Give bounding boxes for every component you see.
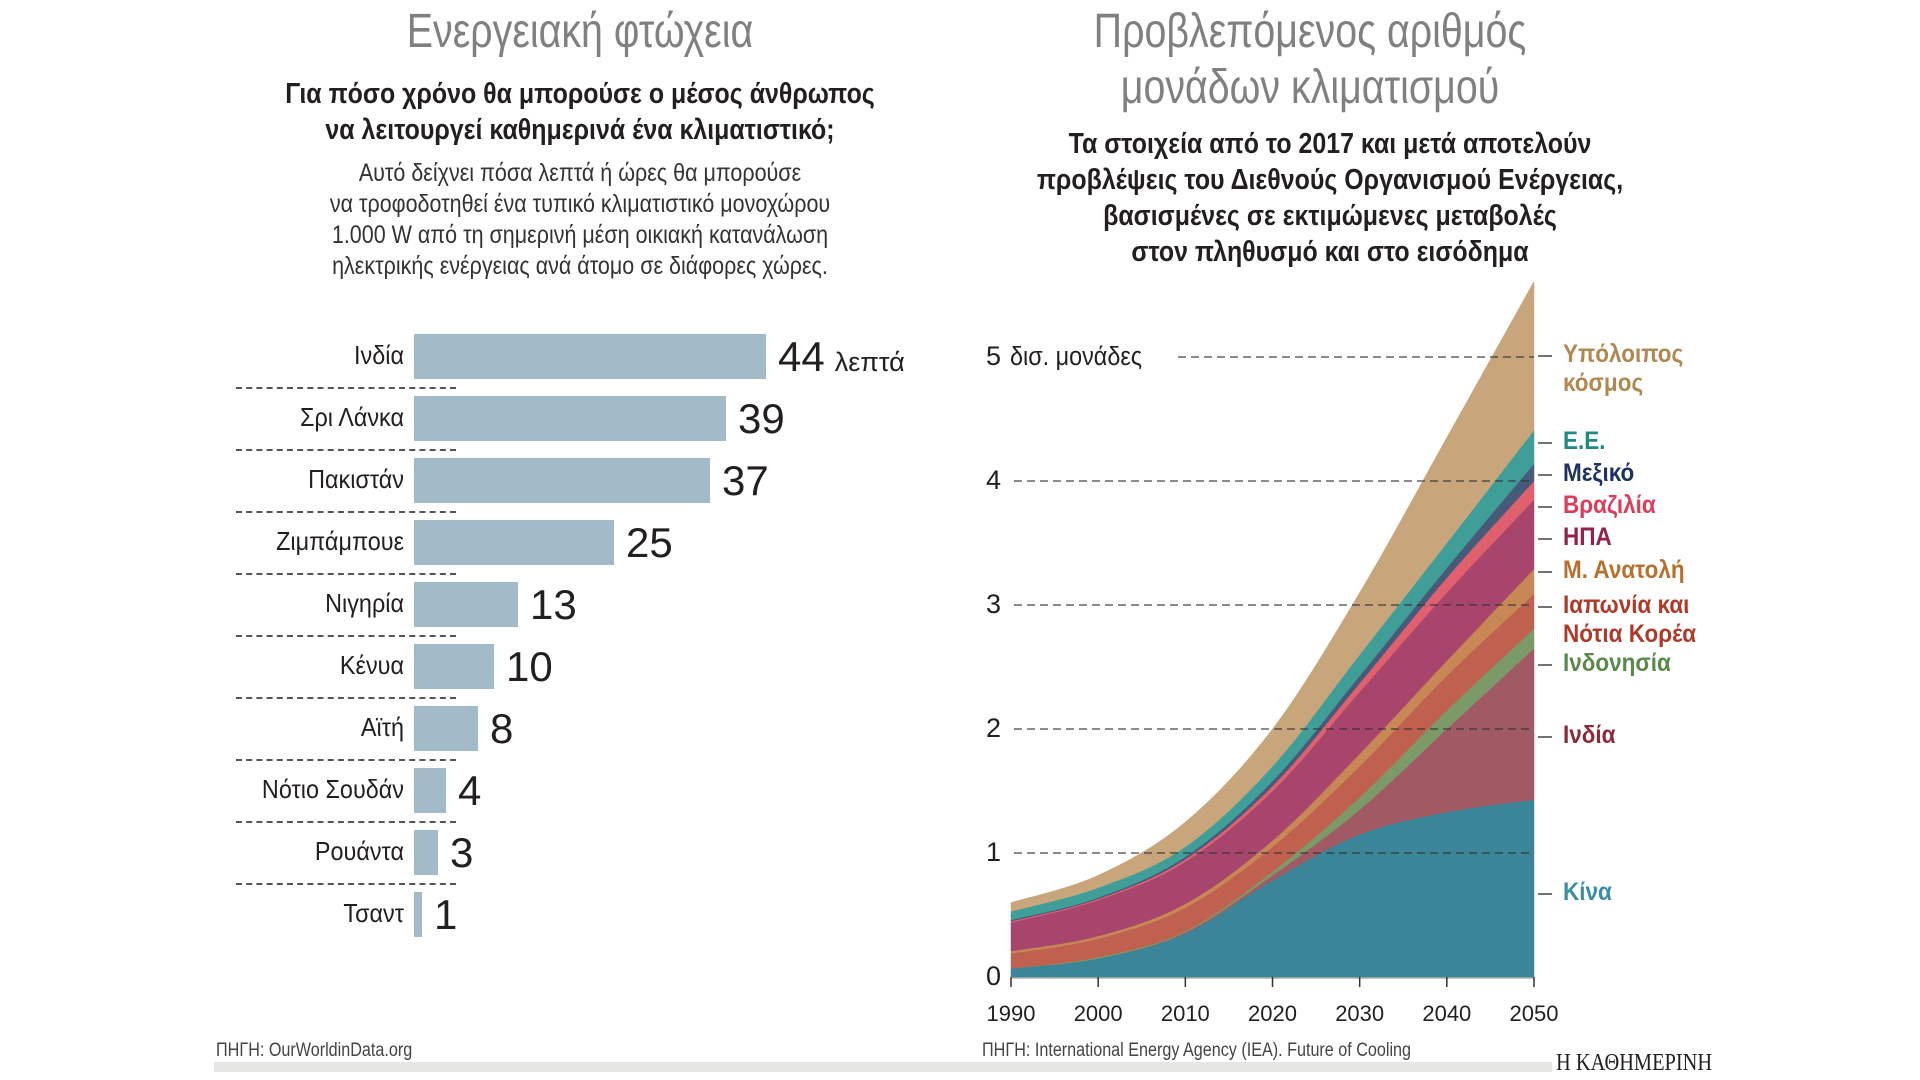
bar xyxy=(414,768,446,813)
bar-category-label: Νιγηρία xyxy=(325,588,404,618)
legend-label: ΗΠΑ xyxy=(1563,523,1612,551)
left-subtitle-line: να λειτουργεί καθημερινά ένα κλιματιστικ… xyxy=(325,114,835,146)
bar-category-label: Κένυα xyxy=(339,650,404,680)
y-tick-label: 4 xyxy=(986,465,1001,495)
y-tick-label: 5 xyxy=(986,341,1001,371)
left-title: Ενεργειακή φτώχεια xyxy=(406,5,754,58)
bar xyxy=(414,396,726,441)
y-tick-label: 1 xyxy=(986,837,1001,867)
bar xyxy=(414,334,766,379)
legend-label: Ιαπωνία και Νότια Κορέα xyxy=(1563,591,1697,648)
bar-value-label: 1 xyxy=(434,891,458,938)
bar xyxy=(414,830,438,875)
legend-label: Ε.Ε. xyxy=(1563,427,1606,455)
bar-category-label: Ινδία xyxy=(354,340,404,370)
right-title-line: Προβλεπόμενος αριθμός xyxy=(1093,5,1527,58)
bar-value-label: 3 xyxy=(450,829,474,876)
right-subtitle: Τα στοιχεία από το 2017 και μετά αποτελο… xyxy=(1012,126,1648,270)
legend-label: Ινδονησία xyxy=(1563,649,1671,677)
footer-divider xyxy=(214,1062,1552,1072)
bar-unit-label: λεπτά xyxy=(834,347,905,377)
bar xyxy=(414,582,518,627)
bar-category-label: Ζιμπάμπουε xyxy=(276,526,404,556)
description-line: να τροφοδοτηθεί ένα τυπικό κλιματιστικό … xyxy=(329,190,831,218)
row-separator xyxy=(236,387,456,389)
right-subtitle-line: προβλέψεις του Διεθνούς Οργανισμού Ενέργ… xyxy=(1036,164,1624,196)
bar-value-label: 4 xyxy=(458,767,482,814)
description-line: 1.000 W από τη σημερινή μέση οικιακή κατ… xyxy=(331,221,829,249)
bar-category-label: Αϊτή xyxy=(360,712,404,742)
bar xyxy=(414,644,494,689)
row-separator xyxy=(236,821,456,823)
left-subtitle: Για πόσο χρόνο θα μπορούσε ο μέσος άνθρω… xyxy=(245,76,916,148)
bar-value-label: 37 xyxy=(722,457,769,504)
right-subtitle-line: στον πληθυσμό και στο εισόδημα xyxy=(1131,236,1529,268)
bar xyxy=(414,706,478,751)
bar-category-label: Τσαντ xyxy=(343,898,404,928)
publisher-logo: Η ΚΑΘΗΜΕΡΙΝΗ xyxy=(1556,1050,1713,1076)
row-separator xyxy=(236,635,456,637)
left-source: ΠΗΓΗ: OurWorldinData.org xyxy=(216,1040,413,1061)
x-tick-label: 2010 xyxy=(1161,1001,1210,1026)
row-separator xyxy=(236,511,456,513)
row-separator xyxy=(236,759,456,761)
x-tick-label: 2040 xyxy=(1422,1001,1471,1026)
bar-value-label: 25 xyxy=(626,519,673,566)
legend-label: Βραζιλία xyxy=(1563,491,1656,519)
x-tick-label: 2000 xyxy=(1074,1001,1123,1026)
legend-label: Κίνα xyxy=(1563,878,1612,906)
x-tick-label: 2050 xyxy=(1510,1001,1559,1026)
bar xyxy=(414,458,710,503)
left-description: Αυτό δείχνει πόσα λεπτά ή ώρες θα μπορού… xyxy=(245,158,916,282)
row-separator xyxy=(236,697,456,699)
y-tick-label: 3 xyxy=(986,589,1001,619)
bar-category-label: Σρι Λάνκα xyxy=(300,402,404,432)
bar-chart: Ινδία 44 λεπτά Σρι Λάνκα 39 Πακιστάν 37 Ζιμπάμπ… xyxy=(0,0,960,1000)
x-tick-label: 2020 xyxy=(1248,1001,1297,1026)
y-tick-label: 0 xyxy=(986,961,1001,991)
bar xyxy=(414,520,614,565)
right-subtitle-line: Τα στοιχεία από το 2017 και μετά αποτελο… xyxy=(1068,128,1592,160)
y-tick-label: 2 xyxy=(986,713,1001,743)
x-tick-label: 2030 xyxy=(1335,1001,1384,1026)
row-separator xyxy=(236,883,456,885)
bar-category-label: Νότιο Σουδάν xyxy=(261,774,404,804)
bar-category-label: Πακιστάν xyxy=(308,464,404,494)
right-title: Προβλεπόμενος αριθμός μονάδων κλιματισμο… xyxy=(1080,4,1539,116)
bar-value-label: 13 xyxy=(530,581,577,628)
legend-label: Υπόλοιπος κόσμος xyxy=(1563,340,1684,397)
right-source: ΠΗΓΗ: International Energy Agency (IEA).… xyxy=(982,1040,1412,1061)
row-separator xyxy=(236,449,456,451)
right-subtitle-line: βασισμένες σε εκτιμώμενες μεταβολές xyxy=(1103,200,1557,232)
bar-value-label: 44 λεπτά xyxy=(778,333,905,380)
bar-value-label: 10 xyxy=(506,643,553,690)
legend-label: Ινδία xyxy=(1563,721,1616,749)
bar-value-label: 8 xyxy=(490,705,514,752)
right-title-line: μονάδων κλιματισμού xyxy=(1120,61,1500,114)
description-line: Αυτό δείχνει πόσα λεπτά ή ώρες θα μπορού… xyxy=(358,159,802,187)
legend-label: Μεξικό xyxy=(1563,459,1635,487)
left-subtitle-line: Για πόσο χρόνο θα μπορούσε ο μέσος άνθρω… xyxy=(285,78,875,110)
legend-label: Μ. Ανατολή xyxy=(1563,556,1685,584)
x-tick-label: 1990 xyxy=(987,1001,1036,1026)
bar-value-label: 39 xyxy=(738,395,785,442)
area-series xyxy=(1010,280,1535,912)
bar xyxy=(414,892,422,937)
description-line: ηλεκτρικής ενέργειας ανά άτομο σε διάφορ… xyxy=(332,252,828,280)
bar-category-label: Ρουάντα xyxy=(314,836,404,866)
row-separator xyxy=(236,573,456,575)
y-axis-unit-label: δισ. μονάδες xyxy=(1010,343,1142,371)
